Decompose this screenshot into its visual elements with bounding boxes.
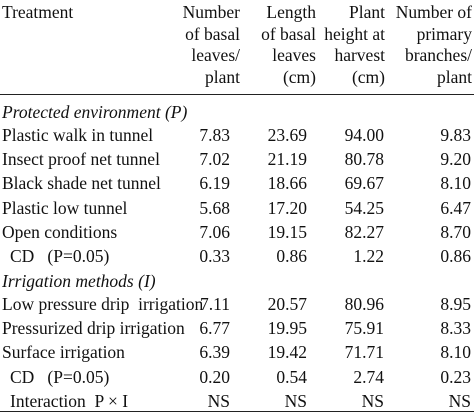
header-line: harvest — [334, 45, 385, 65]
row-label: Black shade net tunnel — [2, 173, 161, 194]
row-value-v1: 7.83 — [199, 125, 230, 145]
row-value-v3: 82.27 — [344, 221, 384, 242]
row-value-v3: 69.67 — [344, 173, 384, 194]
header-line: plant — [205, 66, 240, 87]
row-value-v1: 6.77 — [199, 318, 230, 339]
row-value-v4: 8.10 — [440, 342, 471, 363]
row-value-v2: 20.57 — [267, 294, 307, 314]
row-value-v3: 94.00 — [344, 125, 384, 145]
row-value-v2: 18.66 — [267, 173, 307, 194]
row-label: Open conditions — [2, 221, 118, 242]
row-value-v1: 7.11 — [200, 294, 230, 314]
row-label: Surface irrigation — [2, 342, 125, 363]
row-label: Plastic walk in tunnel — [2, 125, 154, 145]
row-value-v3: 71.71 — [344, 342, 384, 363]
row-value-v1: 0.20 — [199, 366, 230, 387]
row-value-v1: 0.33 — [199, 246, 230, 266]
header-line: branches/ — [404, 45, 472, 65]
row-value-v4: 8.70 — [440, 221, 471, 242]
row-value-v2: 19.42 — [267, 342, 307, 363]
section-title-protected-environment: Protected environment (P) — [2, 102, 188, 122]
header-treatment: Treatment — [2, 2, 74, 22]
row-value-v3: NS — [361, 390, 384, 411]
row-value-v3: 2.74 — [353, 366, 384, 387]
header-line: of basal — [261, 23, 316, 44]
row-value-v1: 6.39 — [199, 342, 230, 363]
row-value-v4: NS — [448, 390, 471, 411]
row-value-v2: 19.95 — [267, 318, 307, 339]
row-label: Insect proof net tunnel — [2, 149, 160, 170]
row-value-v1: 6.19 — [199, 173, 230, 194]
row-value-v3: 80.78 — [344, 149, 384, 170]
row-value-v4: 9.20 — [440, 149, 471, 170]
row-value-v4: 9.83 — [440, 125, 471, 145]
header-line: primary — [416, 23, 472, 44]
row-value-v2: 19.15 — [267, 221, 307, 242]
row-value-v4: 8.10 — [440, 173, 471, 194]
row-value-v1: 7.06 — [199, 221, 230, 242]
header-line: plant — [437, 66, 472, 87]
row-value-v1: 7.02 — [199, 149, 230, 170]
header-plant-height: Plant height at harvest (cm) — [324, 2, 385, 88]
header-line: Number — [182, 2, 240, 22]
row-value-v2: 23.69 — [267, 125, 307, 145]
header-line: (cm) — [351, 66, 385, 87]
header-rule — [0, 94, 474, 95]
row-value-v2: 21.19 — [267, 149, 307, 170]
header-basal-leaves-number: Number of basal leaves/ plant — [183, 2, 240, 88]
header-primary-branches: Number of primary branches/ plant — [396, 2, 472, 88]
header-line: (cm) — [282, 66, 316, 87]
row-value-v3: 75.91 — [344, 318, 384, 339]
header-line: Number of — [395, 2, 472, 22]
row-value-v3: 54.25 — [344, 197, 384, 218]
row-value-v2: 0.86 — [276, 246, 307, 266]
row-value-v3: 80.96 — [344, 294, 384, 314]
row-value-v4: 0.86 — [440, 246, 471, 266]
row-label: CD (P=0.05) — [10, 366, 110, 387]
row-label: Interaction P × I — [10, 390, 129, 411]
row-label: Low pressure drip irrigation — [2, 294, 204, 314]
section-title-irrigation-methods: Irrigation methods (I) — [2, 271, 156, 291]
row-value-v4: 6.47 — [440, 197, 471, 218]
header-line: Plant — [349, 2, 385, 22]
row-label: Plastic low tunnel — [2, 197, 128, 218]
row-value-v3: 1.22 — [353, 246, 384, 266]
header-line: height at — [324, 23, 385, 44]
row-label: CD (P=0.05) — [10, 246, 110, 266]
header-basal-leaves-length: Length of basal leaves (cm) — [261, 2, 316, 88]
row-value-v2: NS — [284, 390, 307, 411]
header-line: Length — [266, 2, 316, 22]
header-line: leaves — [272, 45, 316, 65]
header-line: of basal — [185, 23, 240, 44]
row-value-v4: 0.23 — [440, 366, 471, 387]
row-value-v4: 8.95 — [440, 294, 471, 314]
row-value-v2: 17.20 — [267, 197, 307, 218]
row-label: Pressurized drip irrigation — [2, 318, 185, 339]
row-value-v2: 0.54 — [276, 366, 307, 387]
row-value-v4: 8.33 — [440, 318, 471, 339]
row-value-v1: NS — [207, 390, 230, 411]
header-line: leaves/ — [191, 45, 240, 65]
row-value-v1: 5.68 — [199, 197, 230, 218]
